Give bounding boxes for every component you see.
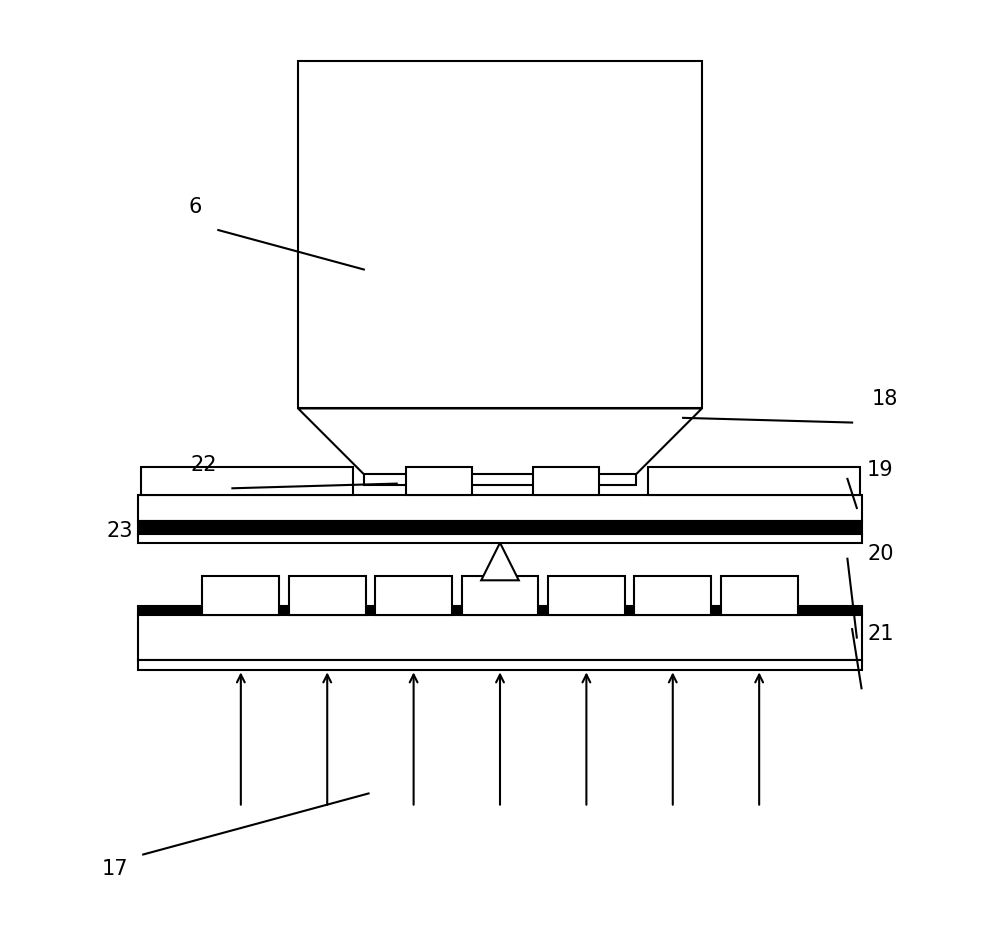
Text: 6: 6 bbox=[188, 196, 202, 217]
Bar bbox=[648, 467, 860, 495]
Bar bbox=[298, 61, 702, 408]
Text: 19: 19 bbox=[867, 459, 894, 480]
Bar bbox=[138, 615, 862, 660]
Text: 20: 20 bbox=[867, 544, 894, 564]
Polygon shape bbox=[481, 543, 519, 580]
Bar bbox=[548, 576, 625, 615]
Bar bbox=[141, 467, 353, 495]
Bar bbox=[289, 576, 366, 615]
Bar bbox=[138, 521, 862, 534]
Bar bbox=[721, 576, 798, 615]
Text: 23: 23 bbox=[106, 520, 133, 541]
Bar bbox=[364, 474, 636, 485]
Bar bbox=[634, 576, 711, 615]
Bar bbox=[138, 534, 862, 543]
Text: 21: 21 bbox=[867, 623, 894, 644]
Bar bbox=[138, 606, 862, 615]
Text: 22: 22 bbox=[191, 454, 217, 475]
Polygon shape bbox=[298, 408, 702, 474]
Text: 18: 18 bbox=[872, 389, 898, 409]
Bar bbox=[138, 660, 862, 670]
Bar bbox=[202, 576, 279, 615]
Bar bbox=[138, 495, 862, 521]
Bar bbox=[462, 576, 538, 615]
Bar bbox=[406, 467, 472, 495]
Bar bbox=[375, 576, 452, 615]
Bar bbox=[533, 467, 599, 495]
Text: 17: 17 bbox=[102, 858, 128, 879]
